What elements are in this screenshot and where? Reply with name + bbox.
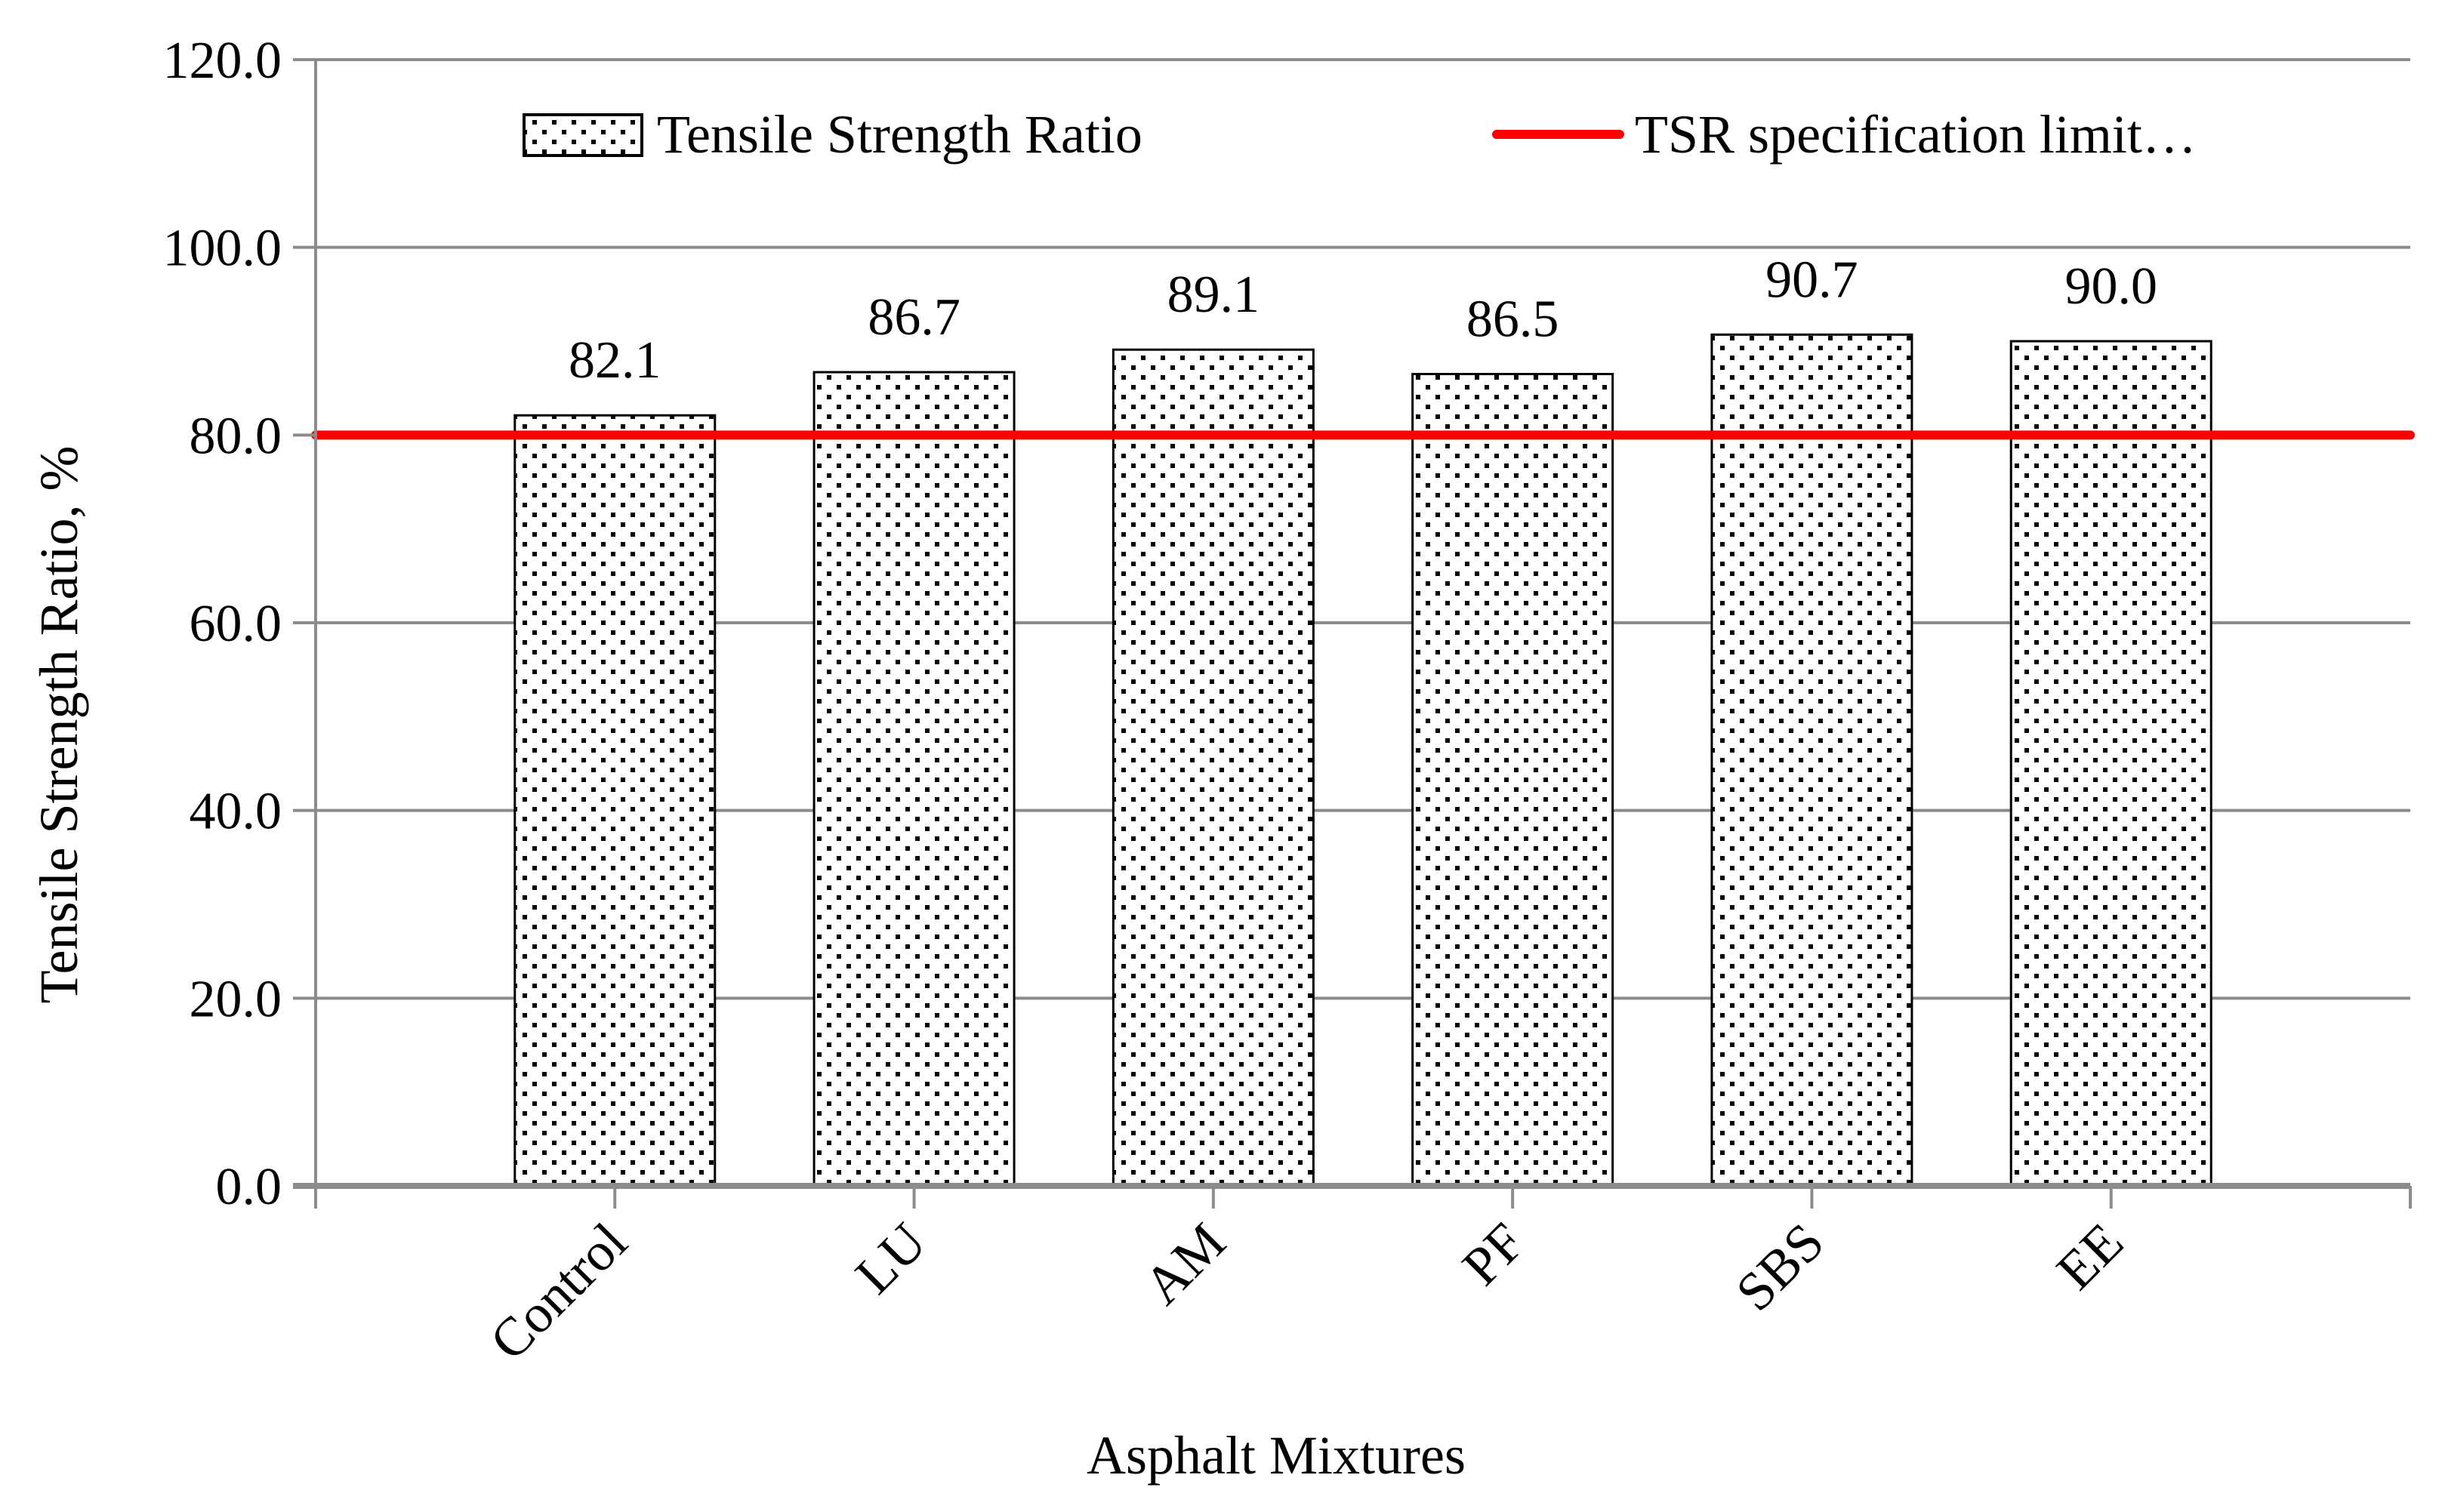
bar-sbs [1710, 333, 1913, 1187]
x-tick-label: EE [2045, 1212, 2135, 1301]
x-tick-label: SBS [1725, 1212, 1836, 1323]
legend-label-bars: Tensile Strength Ratio [657, 104, 1142, 165]
legend-label-limit: TSR specification limit… [1635, 104, 2197, 165]
y-tick-label: 0.0 [216, 1158, 282, 1216]
legend: Tensile Strength Ratio TSR specification… [523, 104, 2197, 165]
data-label: 89.1 [1167, 266, 1260, 324]
x-tick-label: PF [1451, 1212, 1536, 1297]
x-tick-label: Control [478, 1212, 638, 1372]
y-tick-label: 100.0 [163, 220, 282, 278]
bar-ee [2009, 340, 2212, 1187]
data-label: 86.5 [1466, 291, 1559, 349]
data-label: 86.7 [868, 288, 960, 346]
y-tick-label: 60.0 [190, 595, 282, 653]
data-label: 90.7 [1765, 251, 1858, 309]
x-tick-label: AM [1133, 1212, 1238, 1316]
axes [293, 58, 2412, 1209]
y-tick-label: 20.0 [190, 970, 282, 1028]
x-tick-label: LU [843, 1212, 937, 1305]
bar-control [513, 414, 717, 1187]
y-tick-label: 40.0 [190, 783, 282, 841]
bar-lu [812, 371, 1016, 1187]
data-label: 90.0 [2064, 257, 2157, 316]
y-tick-label: 80.0 [190, 407, 282, 465]
bar-am [1112, 348, 1315, 1187]
bar-pf [1411, 373, 1614, 1187]
legend-swatch-bars [523, 113, 643, 157]
bars [311, 333, 2415, 1187]
y-axis-title: Tensile Strength Ratio, % [29, 446, 89, 1004]
x-axis-title: Asphalt Mixtures [1087, 1425, 1466, 1486]
data-label: 82.1 [569, 331, 661, 390]
y-tick-label: 120.0 [163, 32, 282, 90]
